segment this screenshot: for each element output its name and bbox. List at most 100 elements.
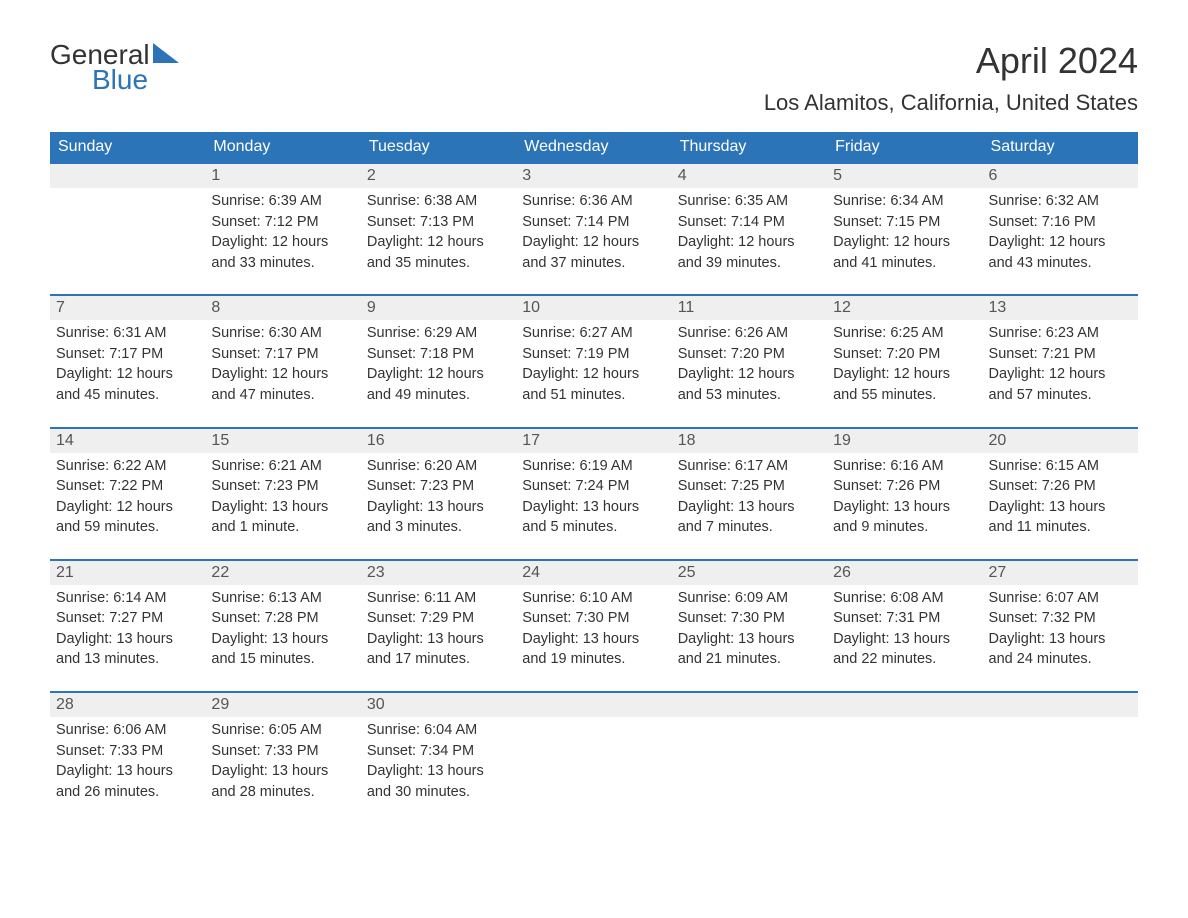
day-daylight2: and 39 minutes. — [678, 254, 821, 274]
day-body: Sunrise: 6:26 AMSunset: 7:20 PMDaylight:… — [672, 320, 827, 414]
day-sunset: Sunset: 7:17 PM — [211, 345, 354, 365]
day-daylight2: and 55 minutes. — [833, 386, 976, 406]
day-sunrise: Sunrise: 6:11 AM — [367, 589, 510, 609]
day-daylight2: and 17 minutes. — [367, 650, 510, 670]
day-number: 3 — [516, 164, 671, 188]
day-body: Sunrise: 6:10 AMSunset: 7:30 PMDaylight:… — [516, 585, 671, 679]
day-daylight2: and 47 minutes. — [211, 386, 354, 406]
day-daylight1: Daylight: 13 hours — [211, 762, 354, 782]
day-cell: 4Sunrise: 6:35 AMSunset: 7:14 PMDaylight… — [672, 164, 827, 282]
day-body: Sunrise: 6:05 AMSunset: 7:33 PMDaylight:… — [205, 717, 360, 811]
day-sunrise: Sunrise: 6:32 AM — [989, 192, 1132, 212]
day-number: 25 — [672, 561, 827, 585]
day-body: Sunrise: 6:20 AMSunset: 7:23 PMDaylight:… — [361, 453, 516, 547]
day-number: 26 — [827, 561, 982, 585]
day-daylight2: and 1 minute. — [211, 518, 354, 538]
day-daylight1: Daylight: 13 hours — [833, 498, 976, 518]
day-daylight1: Daylight: 12 hours — [522, 365, 665, 385]
day-daylight1: Daylight: 12 hours — [211, 233, 354, 253]
day-number: 23 — [361, 561, 516, 585]
day-body: Sunrise: 6:22 AMSunset: 7:22 PMDaylight:… — [50, 453, 205, 547]
day-body — [672, 717, 827, 730]
day-number: 7 — [50, 296, 205, 320]
day-sunset: Sunset: 7:12 PM — [211, 213, 354, 233]
day-number — [672, 693, 827, 717]
day-number: 13 — [983, 296, 1138, 320]
day-cell: 30Sunrise: 6:04 AMSunset: 7:34 PMDayligh… — [361, 693, 516, 811]
weekday-header: Sunday — [50, 132, 205, 162]
day-cell: 20Sunrise: 6:15 AMSunset: 7:26 PMDayligh… — [983, 429, 1138, 547]
day-body: Sunrise: 6:27 AMSunset: 7:19 PMDaylight:… — [516, 320, 671, 414]
day-cell: 2Sunrise: 6:38 AMSunset: 7:13 PMDaylight… — [361, 164, 516, 282]
day-sunrise: Sunrise: 6:08 AM — [833, 589, 976, 609]
day-body: Sunrise: 6:39 AMSunset: 7:12 PMDaylight:… — [205, 188, 360, 282]
day-number: 18 — [672, 429, 827, 453]
day-sunrise: Sunrise: 6:35 AM — [678, 192, 821, 212]
day-daylight2: and 21 minutes. — [678, 650, 821, 670]
day-number: 30 — [361, 693, 516, 717]
day-cell: 25Sunrise: 6:09 AMSunset: 7:30 PMDayligh… — [672, 561, 827, 679]
day-cell: 18Sunrise: 6:17 AMSunset: 7:25 PMDayligh… — [672, 429, 827, 547]
day-daylight2: and 9 minutes. — [833, 518, 976, 538]
day-sunrise: Sunrise: 6:13 AM — [211, 589, 354, 609]
day-daylight2: and 35 minutes. — [367, 254, 510, 274]
day-sunset: Sunset: 7:18 PM — [367, 345, 510, 365]
day-sunrise: Sunrise: 6:38 AM — [367, 192, 510, 212]
day-daylight2: and 24 minutes. — [989, 650, 1132, 670]
day-body: Sunrise: 6:08 AMSunset: 7:31 PMDaylight:… — [827, 585, 982, 679]
day-sunrise: Sunrise: 6:23 AM — [989, 324, 1132, 344]
weekday-header: Wednesday — [516, 132, 671, 162]
day-sunset: Sunset: 7:14 PM — [522, 213, 665, 233]
day-sunset: Sunset: 7:31 PM — [833, 609, 976, 629]
day-sunset: Sunset: 7:24 PM — [522, 477, 665, 497]
day-sunrise: Sunrise: 6:27 AM — [522, 324, 665, 344]
day-sunset: Sunset: 7:33 PM — [211, 742, 354, 762]
day-number: 21 — [50, 561, 205, 585]
day-body: Sunrise: 6:17 AMSunset: 7:25 PMDaylight:… — [672, 453, 827, 547]
day-body: Sunrise: 6:09 AMSunset: 7:30 PMDaylight:… — [672, 585, 827, 679]
day-body: Sunrise: 6:06 AMSunset: 7:33 PMDaylight:… — [50, 717, 205, 811]
day-cell — [827, 693, 982, 811]
day-sunset: Sunset: 7:13 PM — [367, 213, 510, 233]
day-number: 28 — [50, 693, 205, 717]
day-number: 20 — [983, 429, 1138, 453]
day-sunrise: Sunrise: 6:05 AM — [211, 721, 354, 741]
day-daylight1: Daylight: 13 hours — [56, 630, 199, 650]
day-daylight2: and 19 minutes. — [522, 650, 665, 670]
day-body: Sunrise: 6:25 AMSunset: 7:20 PMDaylight:… — [827, 320, 982, 414]
day-sunset: Sunset: 7:23 PM — [367, 477, 510, 497]
day-cell: 13Sunrise: 6:23 AMSunset: 7:21 PMDayligh… — [983, 296, 1138, 414]
day-daylight1: Daylight: 12 hours — [367, 233, 510, 253]
week-row: 7Sunrise: 6:31 AMSunset: 7:17 PMDaylight… — [50, 294, 1138, 414]
logo: General Blue — [50, 40, 179, 95]
header: General Blue April 2024 Los Alamitos, Ca… — [50, 40, 1138, 116]
day-sunrise: Sunrise: 6:39 AM — [211, 192, 354, 212]
day-daylight1: Daylight: 12 hours — [678, 365, 821, 385]
day-body: Sunrise: 6:21 AMSunset: 7:23 PMDaylight:… — [205, 453, 360, 547]
day-sunrise: Sunrise: 6:25 AM — [833, 324, 976, 344]
day-sunrise: Sunrise: 6:20 AM — [367, 457, 510, 477]
day-sunrise: Sunrise: 6:34 AM — [833, 192, 976, 212]
week-row: 14Sunrise: 6:22 AMSunset: 7:22 PMDayligh… — [50, 427, 1138, 547]
week-row: 28Sunrise: 6:06 AMSunset: 7:33 PMDayligh… — [50, 691, 1138, 811]
day-cell: 1Sunrise: 6:39 AMSunset: 7:12 PMDaylight… — [205, 164, 360, 282]
day-cell: 11Sunrise: 6:26 AMSunset: 7:20 PMDayligh… — [672, 296, 827, 414]
day-daylight1: Daylight: 13 hours — [678, 630, 821, 650]
day-sunset: Sunset: 7:28 PM — [211, 609, 354, 629]
day-daylight2: and 57 minutes. — [989, 386, 1132, 406]
day-sunset: Sunset: 7:21 PM — [989, 345, 1132, 365]
day-number: 9 — [361, 296, 516, 320]
day-daylight2: and 45 minutes. — [56, 386, 199, 406]
day-daylight1: Daylight: 13 hours — [211, 498, 354, 518]
day-sunset: Sunset: 7:26 PM — [989, 477, 1132, 497]
day-sunset: Sunset: 7:29 PM — [367, 609, 510, 629]
day-body: Sunrise: 6:34 AMSunset: 7:15 PMDaylight:… — [827, 188, 982, 282]
location-label: Los Alamitos, California, United States — [764, 90, 1138, 116]
day-cell: 7Sunrise: 6:31 AMSunset: 7:17 PMDaylight… — [50, 296, 205, 414]
day-daylight2: and 7 minutes. — [678, 518, 821, 538]
day-daylight1: Daylight: 12 hours — [56, 365, 199, 385]
day-sunset: Sunset: 7:25 PM — [678, 477, 821, 497]
day-cell: 9Sunrise: 6:29 AMSunset: 7:18 PMDaylight… — [361, 296, 516, 414]
day-sunset: Sunset: 7:20 PM — [678, 345, 821, 365]
day-body: Sunrise: 6:16 AMSunset: 7:26 PMDaylight:… — [827, 453, 982, 547]
